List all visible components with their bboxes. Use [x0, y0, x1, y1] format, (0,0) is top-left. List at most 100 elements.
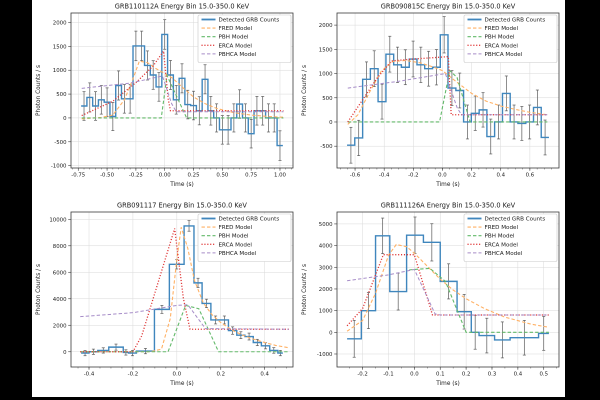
chart-title: GRB110112A Energy Bin 15.0-350.0 KeV	[115, 3, 250, 11]
svg-text:-1000: -1000	[51, 164, 67, 170]
svg-text:-0.2: -0.2	[408, 173, 419, 179]
svg-text:0: 0	[63, 116, 67, 122]
svg-text:5000: 5000	[319, 222, 333, 228]
svg-text:-0.25: -0.25	[129, 173, 143, 179]
tick-marks	[334, 24, 552, 171]
svg-text:0.2: 0.2	[467, 173, 476, 179]
legend-fred-label: FRED Model	[485, 225, 519, 231]
svg-text:1.00: 1.00	[274, 173, 287, 179]
axes	[70, 211, 294, 368]
pbhca-model-line	[80, 304, 289, 330]
legend-pbhca-label: PBHCA Model	[219, 52, 257, 58]
tick-marks	[68, 218, 287, 370]
svg-text:3000: 3000	[319, 265, 333, 271]
y-axis-label: Photon Counts / s	[302, 264, 308, 315]
erca-model-line	[347, 55, 548, 123]
svg-text:0.75: 0.75	[245, 173, 257, 179]
svg-text:2000: 2000	[319, 287, 333, 293]
svg-text:-1000: -1000	[317, 352, 333, 358]
svg-text:0.0: 0.0	[173, 372, 182, 378]
fred-model-line	[346, 243, 550, 332]
legend-fred-label: FRED Model	[485, 26, 519, 32]
x-axis-label: Time (s)	[169, 182, 194, 188]
svg-text:6000: 6000	[53, 270, 67, 276]
chart-title: GRB091117 Energy Bin 15.0-350.0 KeV	[117, 202, 247, 210]
svg-text:1000: 1000	[53, 68, 67, 74]
pbhca-model-line	[347, 72, 548, 116]
svg-text:2000: 2000	[53, 323, 67, 329]
svg-text:-500: -500	[54, 140, 67, 146]
legend-counts-label: Detected GRB Counts	[485, 18, 546, 24]
svg-text:0.00: 0.00	[159, 173, 172, 179]
svg-text:10000: 10000	[49, 217, 67, 223]
svg-text:-0.2: -0.2	[357, 372, 368, 378]
legend: Detected GRB Counts FRED Model PBH Model ER…	[463, 14, 558, 63]
pbh-model-line	[347, 69, 548, 123]
chart-grb090815c: -0.6 -0.4 -0.2 0.0 0.2 0.4 0.6 -500 0 500 1000 1500…	[302, 3, 560, 188]
legend-pbh-label: PBH Model	[219, 234, 249, 240]
svg-text:0.25: 0.25	[188, 173, 200, 179]
detected-counts-step-line	[347, 234, 549, 341]
svg-text:4000: 4000	[53, 297, 67, 303]
legend-erca-label: ERCA Model	[485, 242, 519, 248]
subplot-grb091117: -0.4 -0.2 0.0 0.2 0.4 0 2000 4000 6000 8000 10000 G…	[32, 199, 298, 397]
legend-fred-label: FRED Model	[219, 225, 253, 231]
legend-pbh-label: PBH Model	[485, 35, 515, 41]
y-axis-label: Photon Counts / s	[302, 65, 308, 116]
svg-text:0: 0	[63, 350, 67, 356]
svg-text:0.3: 0.3	[488, 372, 497, 378]
svg-text:-0.4: -0.4	[84, 372, 95, 378]
svg-text:-0.50: -0.50	[100, 173, 115, 179]
svg-text:1000: 1000	[319, 72, 333, 78]
svg-text:-0.6: -0.6	[350, 173, 361, 179]
svg-text:500: 500	[56, 92, 67, 98]
error-bars	[83, 220, 282, 357]
svg-text:1500: 1500	[53, 44, 67, 50]
svg-text:0.2: 0.2	[216, 372, 225, 378]
svg-text:0.4: 0.4	[496, 173, 505, 179]
fred-model-line	[347, 59, 548, 125]
pbh-model-line	[80, 304, 289, 353]
legend-counts-label: Detected GRB Counts	[219, 18, 280, 24]
svg-text:-0.4: -0.4	[379, 173, 390, 179]
svg-text:1500: 1500	[319, 47, 333, 53]
svg-text:2000: 2000	[319, 23, 333, 29]
chart-grb111126a: -0.2 -0.1 0.0 0.1 0.2 0.3 0.4 0.5 -1000 0 1000 2000…	[302, 202, 560, 387]
legend-counts-label: Detected GRB Counts	[485, 217, 546, 223]
tick-labels: -0.6 -0.4 -0.2 0.0 0.2 0.4 0.6 -500 0 500 1000 1500…	[319, 23, 535, 178]
legend-pbhca-label: PBHCA Model	[219, 251, 257, 257]
svg-text:-0.2: -0.2	[128, 372, 139, 378]
svg-text:0.6: 0.6	[526, 173, 535, 179]
svg-text:500: 500	[322, 96, 333, 102]
subplot-grb111126a: -0.2 -0.1 0.0 0.1 0.2 0.3 0.4 0.5 -1000 0 1000 2000…	[298, 199, 564, 397]
legend-pbh-label: PBH Model	[485, 234, 515, 240]
figure-canvas: -0.75 -0.50 -0.25 0.00 0.25 0.50 0.75 1.00 -1000…	[32, 0, 565, 397]
tick-labels: -0.2 -0.1 0.0 0.1 0.2 0.3 0.4 0.5 -1000 0 1000 2000…	[317, 222, 548, 378]
subplot-grb110112a: -0.75 -0.50 -0.25 0.00 0.25 0.50 0.75 1.00 -1000…	[32, 0, 298, 198]
legend: Detected GRB Counts FRED Model PBH Model ER…	[463, 213, 558, 262]
legend-erca-label: ERCA Model	[219, 242, 253, 248]
svg-text:0.0: 0.0	[410, 372, 419, 378]
pbh-model-line	[409, 267, 549, 333]
erca-model-line	[80, 228, 289, 353]
subplot-grb090815c: -0.6 -0.4 -0.2 0.0 0.2 0.4 0.6 -500 0 500 1000 1500…	[298, 0, 564, 198]
svg-text:0: 0	[329, 120, 333, 126]
legend-pbh-label: PBH Model	[219, 35, 249, 41]
detected-counts-step-line	[81, 225, 283, 354]
chart-grb110112a: -0.75 -0.50 -0.25 0.00 0.25 0.50 0.75 1.00 -1000…	[36, 3, 294, 188]
chart-title: GRB111126A Energy Bin 15.0-350.0 KeV	[381, 202, 516, 210]
chart-title: GRB090815C Energy Bin 15.0-350.0 KeV	[381, 3, 516, 11]
pbhca-model-line	[347, 268, 549, 316]
svg-text:8000: 8000	[53, 244, 67, 250]
pbh-model-line	[81, 73, 284, 119]
svg-text:-500: -500	[320, 144, 333, 150]
tick-labels: -0.4 -0.2 0.0 0.2 0.4 0 2000 4000 6000 8000 10000	[49, 217, 269, 377]
legend-erca-label: ERCA Model	[485, 43, 519, 49]
erca-model-line	[346, 254, 549, 327]
svg-text:0.0: 0.0	[438, 173, 447, 179]
legend-erca-label: ERCA Model	[219, 43, 253, 49]
svg-text:2000: 2000	[53, 21, 67, 27]
legend-fred-label: FRED Model	[219, 26, 253, 32]
legend-counts-label: Detected GRB Counts	[219, 217, 280, 223]
